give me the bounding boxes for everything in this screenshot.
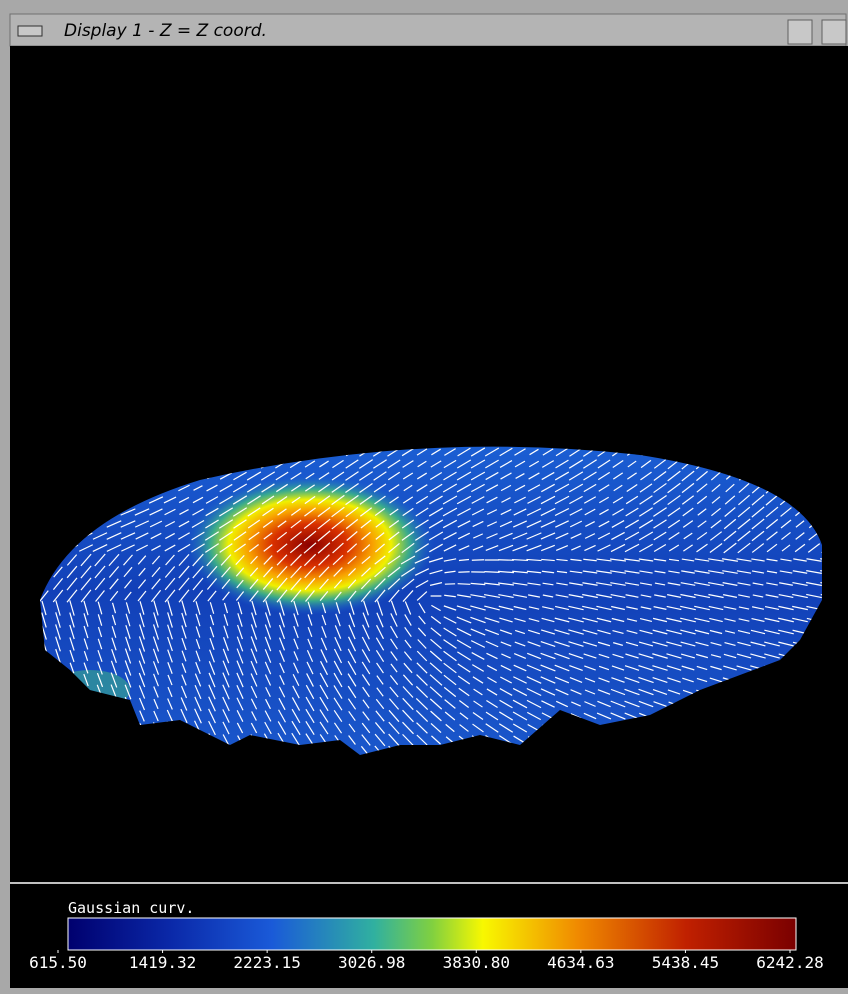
tick-label: 6242.28 — [756, 953, 823, 972]
vector — [458, 584, 471, 585]
display: Display 1 - Z = Z coord. Gaussian curv. … — [0, 0, 848, 994]
tick-label: 615.50 — [29, 953, 87, 972]
window: Display 1 - Z = Z coord. Gaussian curv. … — [0, 0, 848, 994]
vector — [512, 560, 528, 561]
tick-label: 3830.80 — [443, 953, 510, 972]
menu-button[interactable] — [18, 26, 42, 36]
colorbar — [68, 918, 796, 950]
window-title: Display 1 - Z = Z coord. — [64, 21, 267, 41]
tick-label: 1419.32 — [129, 953, 196, 972]
vector — [472, 560, 484, 561]
tick-label: 3026.98 — [338, 953, 405, 972]
minimize-button[interactable] — [788, 20, 812, 44]
colorbar-title: Gaussian curv. — [68, 899, 194, 917]
vector — [484, 572, 499, 573]
maximize-button[interactable] — [822, 20, 846, 44]
tick-label: 4634.63 — [547, 953, 614, 972]
tick-label: 2223.15 — [233, 953, 300, 972]
tick-label: 5438.45 — [652, 953, 719, 972]
